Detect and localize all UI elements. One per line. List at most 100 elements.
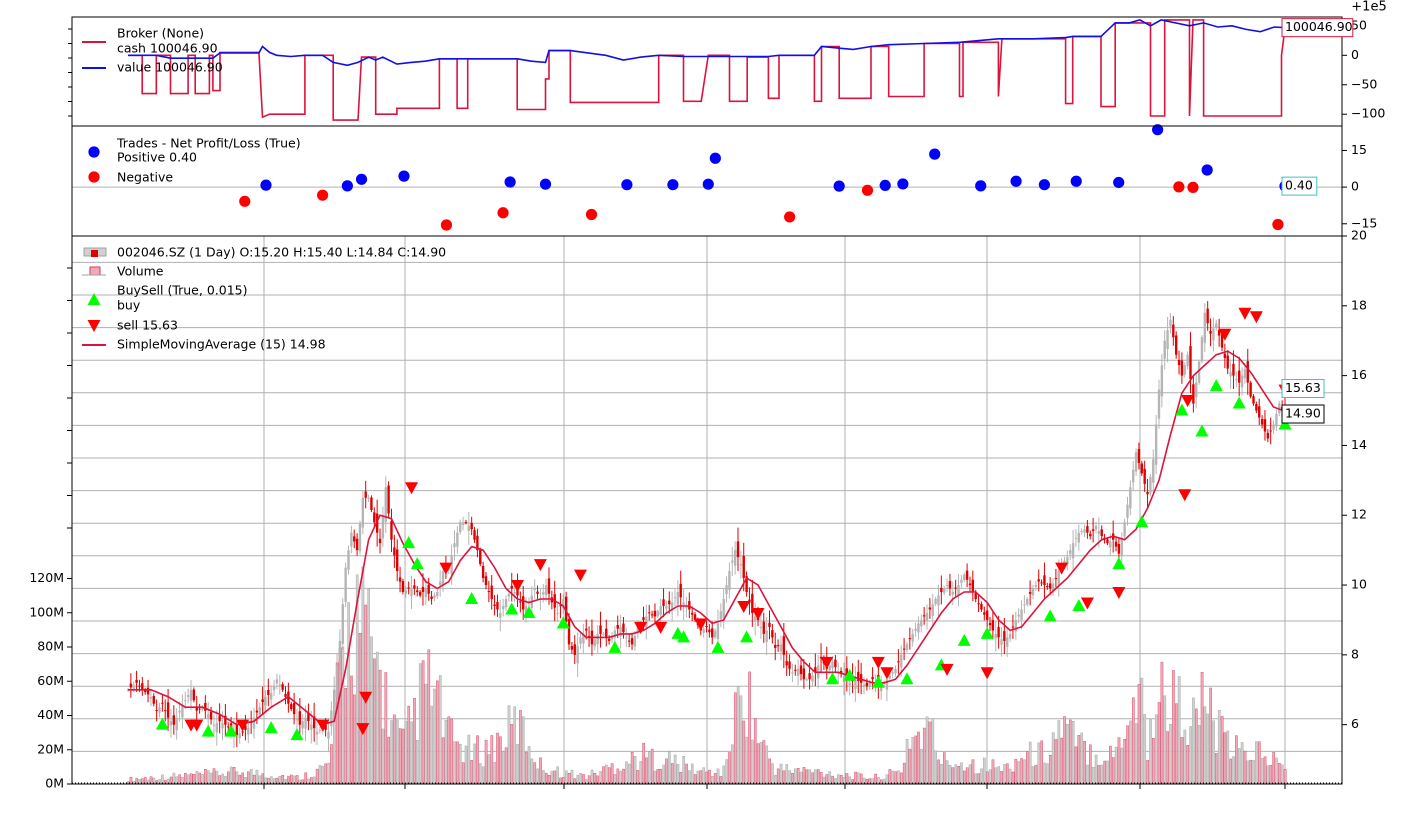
legend-buy-marker [87, 293, 101, 305]
legend-value-label: value 100046.90 [117, 60, 223, 75]
candle-body [794, 669, 797, 671]
legend-buysell-title: BuySell (True, 0.015) [117, 283, 247, 298]
candle-body [387, 485, 390, 514]
volume-bar [1169, 723, 1172, 785]
volume-bar [373, 658, 376, 785]
candle-body [499, 612, 502, 618]
candle-body [247, 728, 250, 735]
volume-bar [1258, 741, 1261, 785]
volume-bar [416, 740, 419, 785]
volume-bar [324, 763, 328, 785]
candle-body [1117, 544, 1121, 554]
sell-marker [533, 559, 547, 572]
candle-body [393, 547, 396, 556]
volume-bar [988, 769, 992, 785]
volume-bar [129, 776, 133, 785]
volume-bar [249, 769, 253, 785]
volume-bar [476, 735, 479, 785]
candle-body [948, 581, 952, 589]
trade-point [1272, 218, 1284, 231]
candle-body [1226, 355, 1229, 369]
volume-bar [791, 772, 794, 785]
volume-bar [507, 705, 511, 785]
candle-body [805, 679, 808, 681]
volume-bar [1003, 764, 1006, 785]
volume-bar [1043, 762, 1046, 785]
candle-body [192, 689, 196, 701]
candle-body [1031, 588, 1035, 596]
volume-bar [1223, 732, 1227, 785]
volume-bar [1120, 747, 1124, 785]
volume-bar [656, 768, 660, 785]
candle-body [1243, 368, 1247, 379]
volume-bar [765, 745, 769, 785]
volume-bar [1197, 725, 1201, 785]
volume-bar [1091, 767, 1095, 785]
candle-body [1123, 522, 1126, 537]
sell-marker [1178, 489, 1192, 502]
candle-body [1192, 384, 1195, 404]
volume-bar [943, 752, 946, 785]
candle-body [227, 726, 230, 728]
candle-body [888, 675, 891, 679]
volume-bar [206, 770, 210, 785]
volume-bar [1166, 731, 1169, 785]
candle-body [636, 626, 639, 633]
volume-bar [607, 767, 611, 785]
candle-body [965, 570, 969, 580]
candle-body [771, 630, 774, 638]
candle-body [682, 602, 685, 606]
volume-bar [622, 768, 625, 785]
volume-bar [822, 776, 826, 785]
candle-body [456, 532, 459, 547]
sell-marker [356, 723, 370, 736]
trade-point [709, 152, 721, 164]
candle-body [845, 668, 849, 680]
volume-bar [381, 728, 385, 785]
candle-body [212, 724, 216, 726]
volume-bar [564, 770, 568, 785]
volume-bar [444, 720, 448, 785]
volume-bar [327, 762, 330, 785]
price-sell-label: 15.63 [1285, 380, 1321, 395]
volume-bar [490, 735, 494, 785]
price-ytick-label: 8 [1351, 646, 1359, 661]
volume-bar [745, 736, 748, 785]
buy-marker [155, 717, 169, 730]
candle-body [1189, 346, 1192, 380]
broker-ytick-label: 50 [1351, 17, 1367, 32]
volume-bar [1280, 764, 1284, 785]
volume-bar [925, 716, 929, 785]
candle-body [241, 731, 244, 733]
broker-series-line [128, 19, 1286, 121]
candle-body [433, 595, 436, 599]
legend-broker-title: Broker (None) [117, 26, 204, 41]
volume-bar [590, 769, 594, 785]
candle-body [613, 630, 617, 638]
volume-bar [1172, 670, 1175, 785]
volume-bar [662, 764, 665, 785]
candle-body [854, 679, 857, 689]
candle-body [1043, 575, 1046, 586]
candle-body [585, 628, 588, 631]
candle-body [1097, 530, 1101, 535]
sell-marker [1238, 307, 1252, 320]
candle-body [728, 571, 731, 590]
sell-marker [880, 667, 894, 680]
candle-body [310, 724, 313, 730]
sell-marker [1218, 328, 1232, 341]
volume-bar [1237, 748, 1241, 785]
candle-body [341, 604, 344, 644]
buy-marker [465, 592, 479, 605]
candle-body [138, 685, 141, 687]
volume-bar [1183, 729, 1187, 785]
candle-body [828, 665, 831, 671]
volume-bar [304, 772, 307, 785]
candle-body [920, 619, 923, 627]
candle-body [332, 689, 336, 703]
volume-bar [974, 773, 978, 785]
volume-bar [748, 671, 751, 785]
volume-bar [708, 769, 711, 785]
volume-bar [533, 762, 537, 785]
candle-body [198, 708, 201, 710]
